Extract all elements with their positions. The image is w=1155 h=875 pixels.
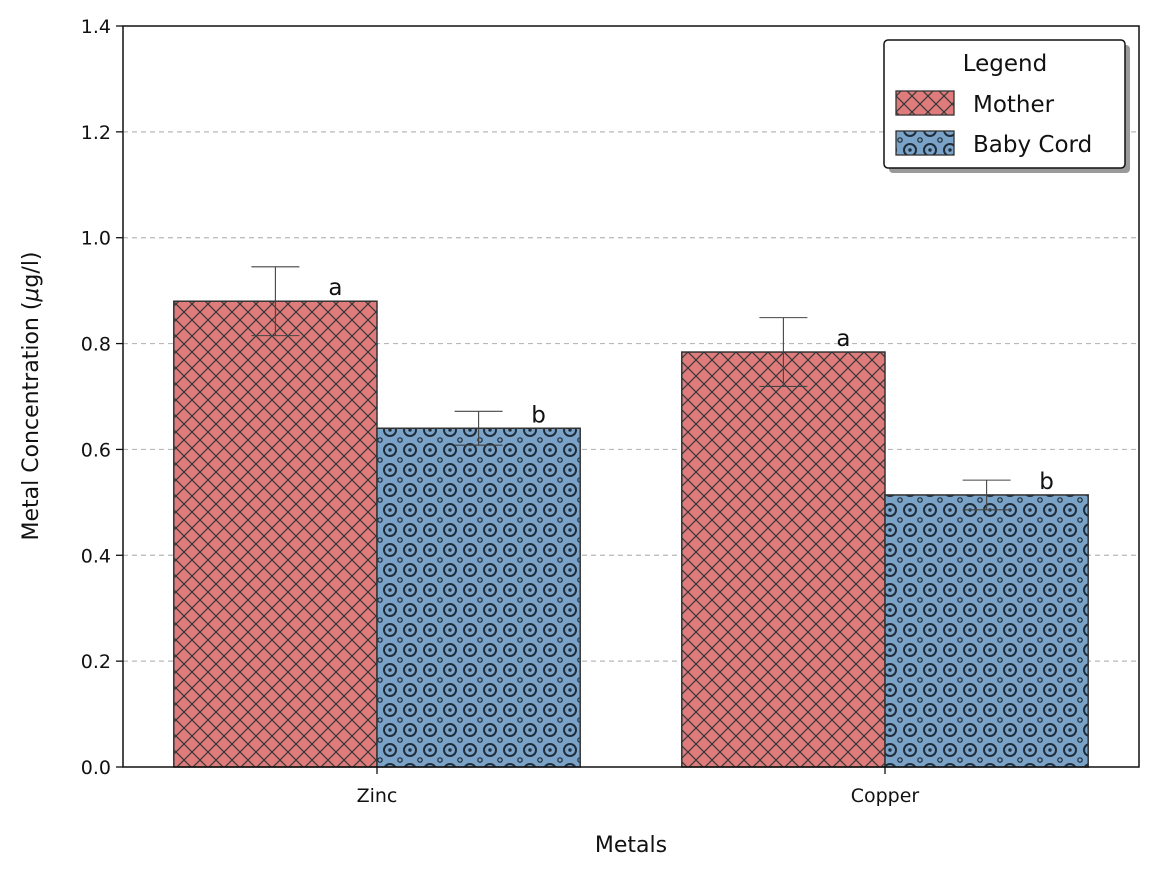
legend: Legend Mother Baby Cord xyxy=(883,39,1130,173)
y-tick-label: 1.2 xyxy=(81,122,111,144)
significance-label: b xyxy=(531,402,546,428)
x-tick-label: Copper xyxy=(851,785,920,807)
bar-mother xyxy=(681,351,886,768)
legend-swatch xyxy=(895,130,955,156)
y-tick-label: 0.8 xyxy=(81,334,111,356)
significance-label: a xyxy=(328,275,342,301)
y-axis-ticks: 0.0 0.2 0.4 0.6 0.8 1.0 1.2 1.4 xyxy=(81,16,123,779)
legend-swatch xyxy=(895,90,955,116)
bar-baby-cord xyxy=(376,427,581,768)
y-tick-label: 0.6 xyxy=(81,439,111,461)
y-axis-label-mu: μ xyxy=(19,288,44,303)
x-axis-ticks: Zinc Copper xyxy=(357,767,920,807)
bar-baby-cord xyxy=(884,494,1089,768)
x-axis-label: Metals xyxy=(595,833,667,858)
y-tick-label: 0.4 xyxy=(81,545,111,567)
y-axis-label: Metal Concentration (μg/l) xyxy=(19,251,44,540)
legend-label: Mother xyxy=(973,92,1055,118)
x-tick-label: Zinc xyxy=(357,785,398,807)
bars xyxy=(173,300,1089,768)
y-tick-label: 0.2 xyxy=(81,651,111,673)
legend-title: Legend xyxy=(963,51,1048,77)
legend-items: Mother Baby Cord xyxy=(895,90,1092,158)
legend-label: Baby Cord xyxy=(973,132,1092,158)
error-bars xyxy=(251,266,1011,511)
y-tick-label: 0.0 xyxy=(81,757,111,779)
significance-label: b xyxy=(1039,469,1054,495)
y-axis-label-prefix: Metal Concentration ( xyxy=(19,302,44,541)
y-axis-label-unit: g/l) xyxy=(19,251,44,287)
significance-labels: a a b b xyxy=(328,275,1054,495)
bar-mother xyxy=(173,300,378,768)
plot-frame xyxy=(122,25,1140,768)
significance-label: a xyxy=(836,326,850,352)
y-tick-label: 1.4 xyxy=(81,16,111,38)
y-tick-label: 1.0 xyxy=(81,228,111,250)
